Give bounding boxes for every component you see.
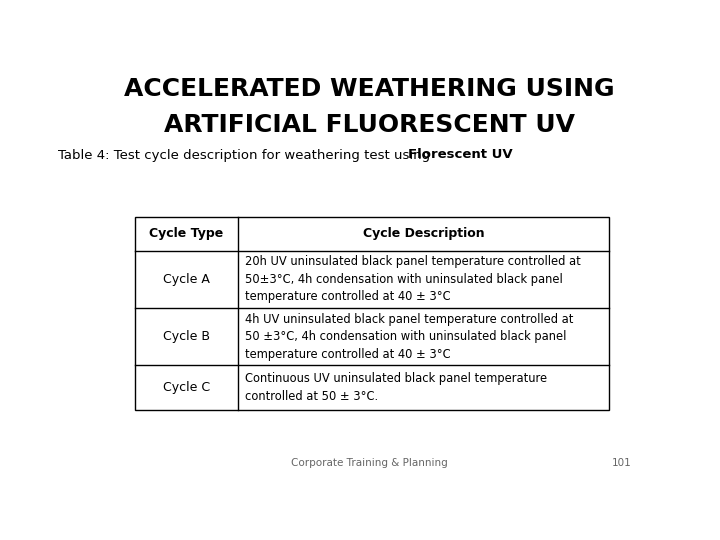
Text: 4h UV uninsulated black panel temperature controlled at
50 ±3°C, 4h condensation: 4h UV uninsulated black panel temperatur…	[245, 313, 574, 361]
Text: Table 4: Test cycle description for weathering test using: Table 4: Test cycle description for weat…	[58, 148, 434, 161]
Text: Cycle Type: Cycle Type	[149, 227, 223, 240]
Text: Continuous UV uninsulated black panel temperature
controlled at 50 ± 3°C.: Continuous UV uninsulated black panel te…	[245, 373, 547, 403]
Text: ACCELERATED WEATHERING USING: ACCELERATED WEATHERING USING	[124, 77, 614, 102]
Text: Florescent UV: Florescent UV	[408, 148, 512, 161]
Text: 101: 101	[611, 458, 631, 468]
Text: 20h UV uninsulated black panel temperature controlled at
50±3°C, 4h condensation: 20h UV uninsulated black panel temperatu…	[245, 255, 581, 303]
Text: Corporate Training & Planning: Corporate Training & Planning	[291, 458, 447, 468]
Text: Cycle C: Cycle C	[163, 381, 210, 394]
Text: Cycle A: Cycle A	[163, 273, 210, 286]
Text: Cycle Description: Cycle Description	[363, 227, 485, 240]
Text: ARTIFICIAL FLUORESCENT UV: ARTIFICIAL FLUORESCENT UV	[163, 113, 575, 137]
Text: Cycle B: Cycle B	[163, 330, 210, 343]
